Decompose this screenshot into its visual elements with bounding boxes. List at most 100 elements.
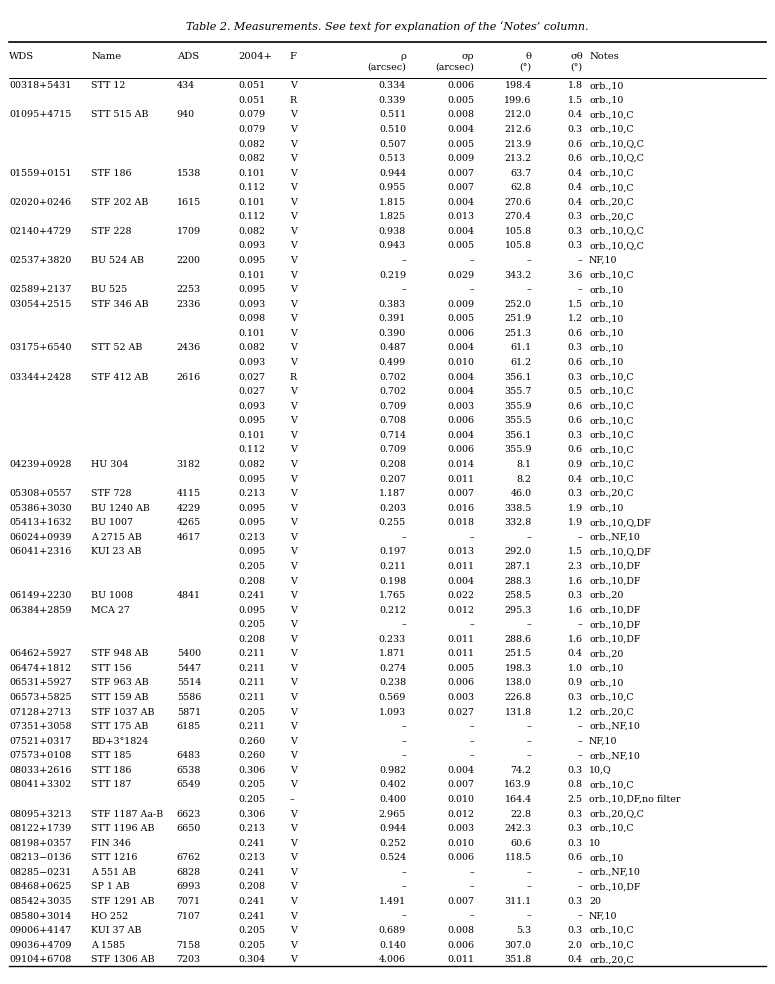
Text: 08542+3035: 08542+3035 <box>9 897 72 906</box>
Text: –: – <box>578 532 583 542</box>
Text: 0.005: 0.005 <box>447 241 474 251</box>
Text: V: V <box>290 446 297 455</box>
Text: 0.205: 0.205 <box>239 941 266 950</box>
Text: 0.3: 0.3 <box>567 825 583 833</box>
Text: 0.011: 0.011 <box>447 562 474 571</box>
Text: V: V <box>290 532 297 542</box>
Text: –: – <box>527 868 532 877</box>
Text: V: V <box>290 780 297 789</box>
Text: –: – <box>470 868 474 877</box>
Text: 5400: 5400 <box>177 649 201 658</box>
Text: 46.0: 46.0 <box>511 489 532 498</box>
Text: 105.8: 105.8 <box>505 241 532 251</box>
Text: θ: θ <box>525 51 532 61</box>
Text: 0.6: 0.6 <box>567 358 583 367</box>
Text: ρ: ρ <box>400 51 406 61</box>
Text: 0.095: 0.095 <box>239 285 266 294</box>
Text: 08198+0357: 08198+0357 <box>9 838 71 847</box>
Text: V: V <box>290 329 297 338</box>
Text: 0.3: 0.3 <box>567 897 583 906</box>
Text: 270.6: 270.6 <box>505 198 532 207</box>
Text: orb.,20,C: orb.,20,C <box>589 213 634 221</box>
Text: 311.1: 311.1 <box>505 897 532 906</box>
Text: 0.260: 0.260 <box>239 752 266 761</box>
Text: 355.7: 355.7 <box>505 387 532 397</box>
Text: 07128+2713: 07128+2713 <box>9 707 71 716</box>
Text: 295.3: 295.3 <box>505 605 532 615</box>
Text: 0.112: 0.112 <box>239 183 266 192</box>
Text: 04239+0928: 04239+0928 <box>9 460 71 469</box>
Text: 02140+4729: 02140+4729 <box>9 227 71 236</box>
Text: 0.079: 0.079 <box>239 125 266 134</box>
Text: 02020+0246: 02020+0246 <box>9 198 71 207</box>
Text: –: – <box>527 722 532 731</box>
Text: V: V <box>290 256 297 265</box>
Text: –: – <box>470 722 474 731</box>
Text: 2253: 2253 <box>177 285 201 294</box>
Text: STT 156: STT 156 <box>91 664 132 673</box>
Text: V: V <box>290 620 297 629</box>
Text: STF 1306 AB: STF 1306 AB <box>91 955 155 964</box>
Text: 0.304: 0.304 <box>239 955 266 964</box>
Text: 0.005: 0.005 <box>447 140 474 149</box>
Text: 0.274: 0.274 <box>379 664 406 673</box>
Text: 0.4: 0.4 <box>568 955 583 964</box>
Text: orb.,10,C: orb.,10,C <box>589 373 634 382</box>
Text: 1.6: 1.6 <box>567 605 583 615</box>
Text: 61.2: 61.2 <box>511 358 532 367</box>
Text: 1.825: 1.825 <box>379 213 406 221</box>
Text: 0.3: 0.3 <box>567 343 583 352</box>
Text: 0.241: 0.241 <box>239 838 266 847</box>
Text: 0.082: 0.082 <box>239 460 266 469</box>
Text: orb.,10,C: orb.,10,C <box>589 474 634 483</box>
Text: 0.008: 0.008 <box>447 926 474 935</box>
Text: 0.018: 0.018 <box>447 519 474 527</box>
Text: σρ: σρ <box>462 51 474 61</box>
Text: orb.,10,C: orb.,10,C <box>589 110 634 119</box>
Text: 1.491: 1.491 <box>379 897 406 906</box>
Text: orb.,20,C: orb.,20,C <box>589 489 634 498</box>
Text: 61.1: 61.1 <box>511 343 532 352</box>
Text: orb.,10,C: orb.,10,C <box>589 401 634 410</box>
Text: V: V <box>290 868 297 877</box>
Text: 0.306: 0.306 <box>239 766 266 774</box>
Text: 0.205: 0.205 <box>239 926 266 935</box>
Text: 06024+0939: 06024+0939 <box>9 532 72 542</box>
Text: 0.082: 0.082 <box>239 227 266 236</box>
Text: ADS: ADS <box>177 51 199 61</box>
Text: orb.,10,DF: orb.,10,DF <box>589 605 640 615</box>
Text: V: V <box>290 766 297 774</box>
Text: V: V <box>290 941 297 950</box>
Text: V: V <box>290 474 297 483</box>
Text: –: – <box>470 532 474 542</box>
Text: 198.4: 198.4 <box>505 82 532 91</box>
Text: 06041+2316: 06041+2316 <box>9 547 71 556</box>
Text: 0.197: 0.197 <box>379 547 406 556</box>
Text: V: V <box>290 489 297 498</box>
Text: 7071: 7071 <box>177 897 201 906</box>
Text: 0.027: 0.027 <box>239 387 266 397</box>
Text: 0.095: 0.095 <box>239 519 266 527</box>
Text: 355.5: 355.5 <box>505 416 532 425</box>
Text: 0.211: 0.211 <box>239 664 266 673</box>
Text: V: V <box>290 168 297 178</box>
Text: –: – <box>401 722 406 731</box>
Text: 0.112: 0.112 <box>239 446 266 455</box>
Text: 0.241: 0.241 <box>239 911 266 921</box>
Text: orb.,10: orb.,10 <box>589 853 623 862</box>
Text: 6549: 6549 <box>177 780 201 789</box>
Text: 5447: 5447 <box>177 664 201 673</box>
Text: STT 1216: STT 1216 <box>91 853 138 862</box>
Text: V: V <box>290 183 297 192</box>
Text: orb.,10,C: orb.,10,C <box>589 416 634 425</box>
Text: 5871: 5871 <box>177 707 201 716</box>
Text: –: – <box>401 752 406 761</box>
Text: 0.101: 0.101 <box>239 431 266 440</box>
Text: STT 187: STT 187 <box>91 780 132 789</box>
Text: 0.238: 0.238 <box>379 679 406 688</box>
Text: STF 202 AB: STF 202 AB <box>91 198 149 207</box>
Text: 0.027: 0.027 <box>239 373 266 382</box>
Text: V: V <box>290 810 297 819</box>
Text: (arcsec): (arcsec) <box>436 62 474 72</box>
Text: 3.6: 3.6 <box>567 271 583 279</box>
